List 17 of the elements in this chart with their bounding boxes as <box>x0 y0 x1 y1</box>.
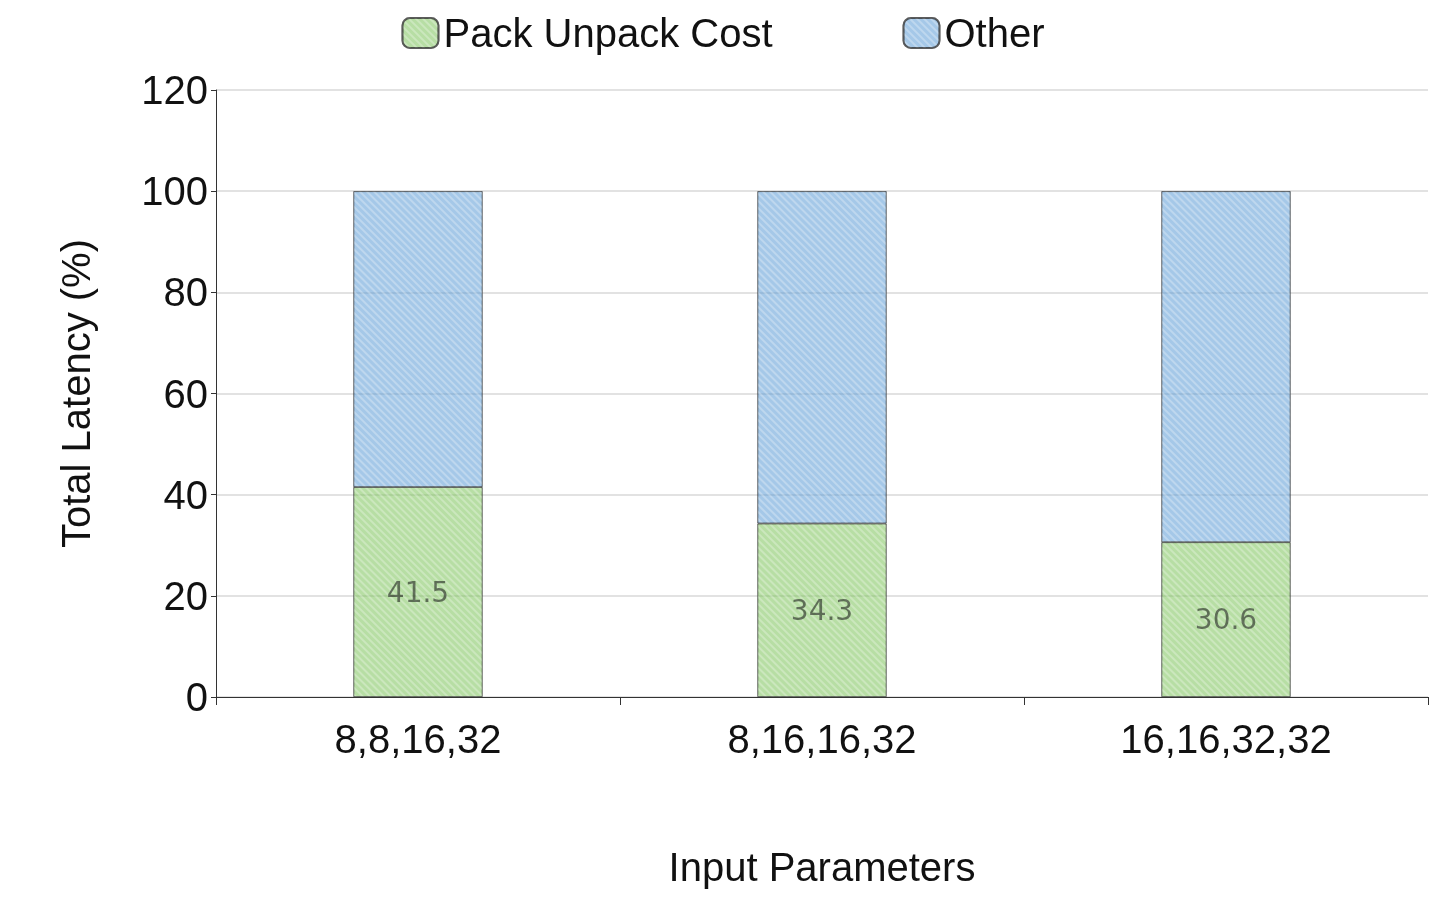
legend-label: Pack Unpack Cost <box>443 11 773 55</box>
y-tick-label: 20 <box>163 573 208 618</box>
y-axis-title: Total Latency (%) <box>54 238 98 549</box>
x-tick-label: 8,8,16,32 <box>334 717 502 761</box>
y-tick-label: 80 <box>163 270 208 315</box>
y-tick-label: 0 <box>185 675 208 719</box>
legend-label: Other <box>944 11 1045 55</box>
x-axis-title: Input Parameters <box>668 845 976 889</box>
data-label: 34.3 <box>790 593 854 627</box>
data-label: 30.6 <box>1194 603 1258 637</box>
data-label: 41.5 <box>386 575 450 609</box>
y-tick-label: 100 <box>141 169 208 214</box>
y-tick-label: 40 <box>163 472 208 517</box>
x-tick-label: 8,16,16,32 <box>727 717 917 761</box>
y-tick-label: 60 <box>163 371 208 416</box>
y-tick-label: 120 <box>141 68 208 112</box>
x-tick-label: 16,16,32,32 <box>1120 717 1332 761</box>
